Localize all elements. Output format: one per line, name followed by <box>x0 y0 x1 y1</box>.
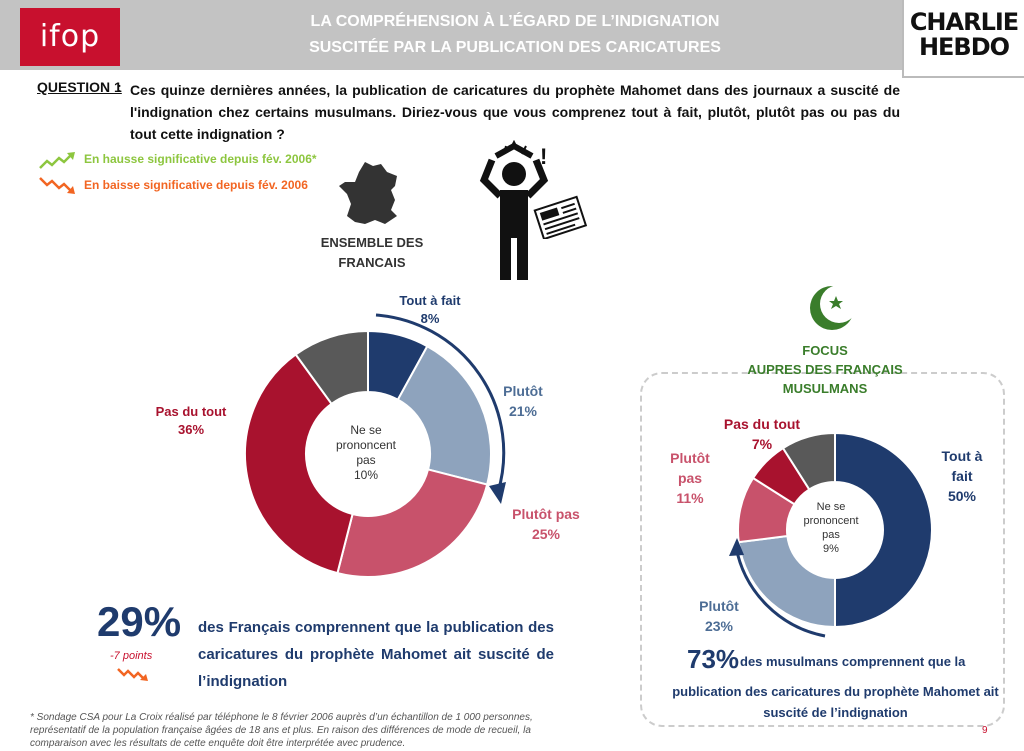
label-nsp-line-1-2: Ne se <box>816 501 846 513</box>
question-text: Ces quinze dernières années, la publicat… <box>130 82 900 142</box>
trend-up-label: En hausse significative depuis fév. 2006… <box>84 152 317 166</box>
label-plutot-value: 21% <box>508 403 538 419</box>
brand-line-1: CHARLIE <box>909 8 1019 36</box>
label-nsp-line-2: prononcent <box>335 438 397 452</box>
label-plutot-name-2: Plutôt <box>699 598 739 614</box>
label-nsp-musulmans: Ne se prononcent pas 9% <box>786 500 876 556</box>
label-tout-a-fait-ensemble: Tout à fait 8% <box>380 292 480 328</box>
label-pas-du-tout-value: 36% <box>177 422 205 437</box>
label-plutot-pas-line-2: pas <box>677 470 703 486</box>
focus-title: FOCUS AUPRES DES FRANÇAIS MUSULMANS <box>700 341 950 398</box>
donut-hole-ensemble <box>307 393 429 515</box>
crescent-star-icon <box>810 285 858 330</box>
label-plutot-pas-value-2: 11% <box>676 490 704 506</box>
question-colon: : <box>117 79 122 95</box>
arc-arrow-musulmans <box>734 546 826 638</box>
trend-down-icon <box>39 177 75 194</box>
label-nsp-line-2-2: prononcent <box>803 515 859 527</box>
title-line-2: SUSCITÉE PAR LA PUBLICATION DES CARICATU… <box>309 39 721 56</box>
brand-line-2: HEBDO <box>918 33 1010 61</box>
header-banner <box>0 0 902 70</box>
focus-title-line-2: AUPRES DES FRANÇAIS <box>747 362 903 377</box>
ensemble-title-line-1: ENSEMBLE DES <box>320 235 424 250</box>
arc-arrowhead-musulmans <box>729 538 744 556</box>
label-plutot-pas-line-1: Plutôt <box>670 450 710 466</box>
svg-text:!: ! <box>540 144 547 169</box>
label-tout-a-fait-line-1: Tout à <box>941 448 983 464</box>
label-nsp-line-3: pas <box>356 453 376 467</box>
ensemble-highlight-text: des Français comprennent que la publicat… <box>198 619 554 690</box>
focus-title-line-1: FOCUS <box>802 343 848 358</box>
donut-hole-musulmans <box>788 483 882 577</box>
newspaper-icon <box>533 195 588 239</box>
charlie-hebdo-logo: CHARLIE HEBDO <box>902 0 1024 78</box>
delta-trend-down-icon <box>117 668 148 681</box>
slice-plutot-ensemble <box>396 344 492 486</box>
slice-nsp-ensemble <box>294 329 369 406</box>
slice-tout-a-fait-musulmans <box>834 431 933 629</box>
question-label: QUESTION 1 <box>37 79 122 95</box>
label-plutot-pas-ensemble: Plutôt pas 25% <box>503 504 589 544</box>
label-pas-du-tout-ensemble: Pas du tout 36% <box>146 403 236 439</box>
label-pas-du-tout-name: Pas du tout <box>155 404 227 419</box>
label-nsp-ensemble: Ne se prononcent pas 10% <box>316 423 416 483</box>
focus-highlight-value: 73% <box>687 644 740 674</box>
trend-up-icon <box>39 152 75 169</box>
title-line-1: LA COMPRÉHENSION À L’ÉGARD DE L’INDIGNAT… <box>310 13 720 30</box>
trend-down-label: En baisse significative depuis fév. 2006 <box>84 178 308 192</box>
label-plutot-pas-value: 25% <box>531 526 561 542</box>
label-nsp-line-3-2: pas <box>822 529 840 541</box>
ensemble-highlight-value: 29% <box>97 598 182 645</box>
ensemble-delta: -7 points <box>110 650 153 662</box>
focus-box <box>640 372 1005 727</box>
slice-nsp-musulmans <box>781 431 836 491</box>
ifop-logo: ifop <box>20 8 120 66</box>
label-plutot-ensemble: Plutôt 21% <box>488 381 558 421</box>
label-nsp-line-1: Ne se <box>350 423 382 437</box>
arc-arrowhead-ensemble <box>489 482 506 504</box>
label-plutot-pas-name: Plutôt pas <box>512 506 580 522</box>
donut-musulmans <box>737 431 933 629</box>
label-tout-a-fait-line-2: fait <box>951 468 973 484</box>
indignant-person-icon: ! <box>479 140 549 280</box>
page-title: LA COMPRÉHENSION À L’ÉGARD DE L’INDIGNAT… <box>130 9 900 61</box>
label-tout-a-fait-value-2: 50% <box>947 488 977 504</box>
donut-ensemble <box>244 329 492 578</box>
label-plutot-musulmans: Plutôt 23% <box>688 596 750 636</box>
slice-pas-du-tout-ensemble <box>244 353 354 575</box>
ensemble-title: ENSEMBLE DES FRANCAIS <box>302 233 442 273</box>
label-nsp-value-2: 9% <box>823 543 839 555</box>
label-plutot-pas-musulmans: Plutôt pas 11% <box>660 448 720 508</box>
label-pas-du-tout-name-2: Pas du tout <box>723 416 801 432</box>
ensemble-title-line-2: FRANCAIS <box>338 255 406 270</box>
focus-title-line-3: MUSULMANS <box>782 381 868 396</box>
slice-plutot-pas-ensemble <box>336 468 489 578</box>
label-tout-a-fait-musulmans: Tout à fait 50% <box>930 446 994 506</box>
label-nsp-value: 10% <box>353 468 379 482</box>
page-number: 9 <box>982 725 988 736</box>
label-plutot-name: Plutôt <box>503 383 543 399</box>
arc-arrow-ensemble <box>375 313 506 493</box>
label-plutot-value-2: 23% <box>704 618 734 634</box>
label-tout-a-fait-name: Tout à fait <box>399 293 461 308</box>
focus-highlight-text-2: publication des caricatures du prophète … <box>672 684 999 720</box>
label-pas-du-tout-value-2: 7% <box>751 436 773 452</box>
label-tout-a-fait-value: 8% <box>420 311 440 326</box>
label-pas-du-tout-musulmans: Pas du tout 7% <box>712 414 812 454</box>
focus-highlight-text-1: des musulmans comprennent que la <box>740 654 966 669</box>
france-map-icon <box>339 162 397 224</box>
footnote: * Sondage CSA pour La Croix réalisé par … <box>30 712 533 749</box>
